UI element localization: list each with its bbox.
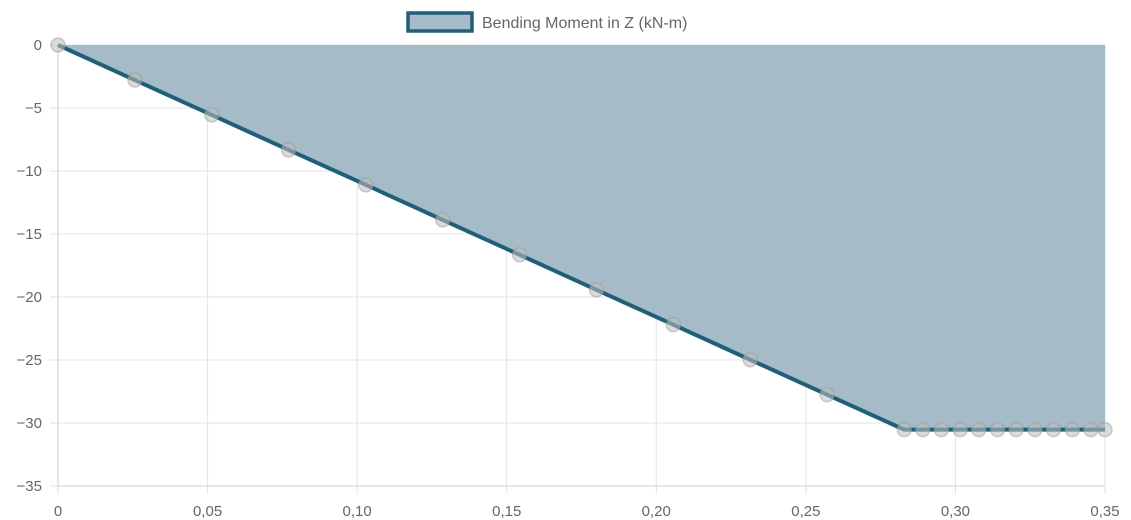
legend-swatch[interactable] xyxy=(406,11,474,33)
data-point[interactable] xyxy=(989,421,1006,438)
data-point[interactable] xyxy=(511,247,528,263)
data-point[interactable] xyxy=(358,177,374,193)
data-point[interactable] xyxy=(933,421,950,438)
x-tick-label: 0 xyxy=(54,503,62,520)
y-tick-label: −5 xyxy=(25,100,42,117)
area-layer xyxy=(58,45,1105,430)
data-point[interactable] xyxy=(588,282,605,298)
x-tick-label: 0,35 xyxy=(1090,503,1119,520)
data-point[interactable] xyxy=(971,421,987,438)
data-point[interactable] xyxy=(1027,421,1043,438)
data-point[interactable] xyxy=(819,386,835,403)
x-tick-label: 0,15 xyxy=(492,503,521,520)
y-tick-label: −10 xyxy=(17,163,42,180)
data-point[interactable] xyxy=(1008,421,1024,438)
x-tick-label: 0,30 xyxy=(941,503,970,520)
data-point[interactable] xyxy=(1083,421,1099,438)
legend-label[interactable]: Bending Moment in Z (kN-m) xyxy=(482,15,687,32)
legend[interactable]: Bending Moment in Z (kN-m) xyxy=(406,11,687,33)
data-point[interactable] xyxy=(896,421,913,438)
data-point[interactable] xyxy=(1064,421,1081,438)
y-tick-label: −30 xyxy=(17,415,42,432)
data-point[interactable] xyxy=(127,72,143,88)
data-point[interactable] xyxy=(742,351,758,368)
y-tick-label: −15 xyxy=(17,226,42,243)
data-point[interactable] xyxy=(665,316,682,333)
x-tick-label: 0,10 xyxy=(343,503,372,520)
data-point[interactable] xyxy=(204,107,220,123)
data-point[interactable] xyxy=(434,212,451,228)
y-tick-label: −35 xyxy=(17,478,42,495)
axes: 0 −5 −10 −15 −20 −25 −30 −35 0 0,05 0,10 0,15 0,20 0,… xyxy=(17,37,1120,520)
data-point[interactable] xyxy=(1097,421,1113,438)
x-tick-label: 0,25 xyxy=(791,503,820,520)
data-point[interactable] xyxy=(280,142,297,158)
y-tick-label: −25 xyxy=(17,352,42,369)
data-point[interactable] xyxy=(915,421,931,438)
data-point[interactable] xyxy=(50,37,66,53)
points xyxy=(50,37,1113,438)
x-tick-label: 0,20 xyxy=(642,503,671,520)
series-area xyxy=(58,45,1105,430)
y-tick-label: −20 xyxy=(17,289,42,306)
data-point[interactable] xyxy=(1045,421,1062,438)
data-point[interactable] xyxy=(952,421,968,438)
x-tick-label: 0,05 xyxy=(193,503,222,520)
y-tick-label: 0 xyxy=(34,37,42,54)
